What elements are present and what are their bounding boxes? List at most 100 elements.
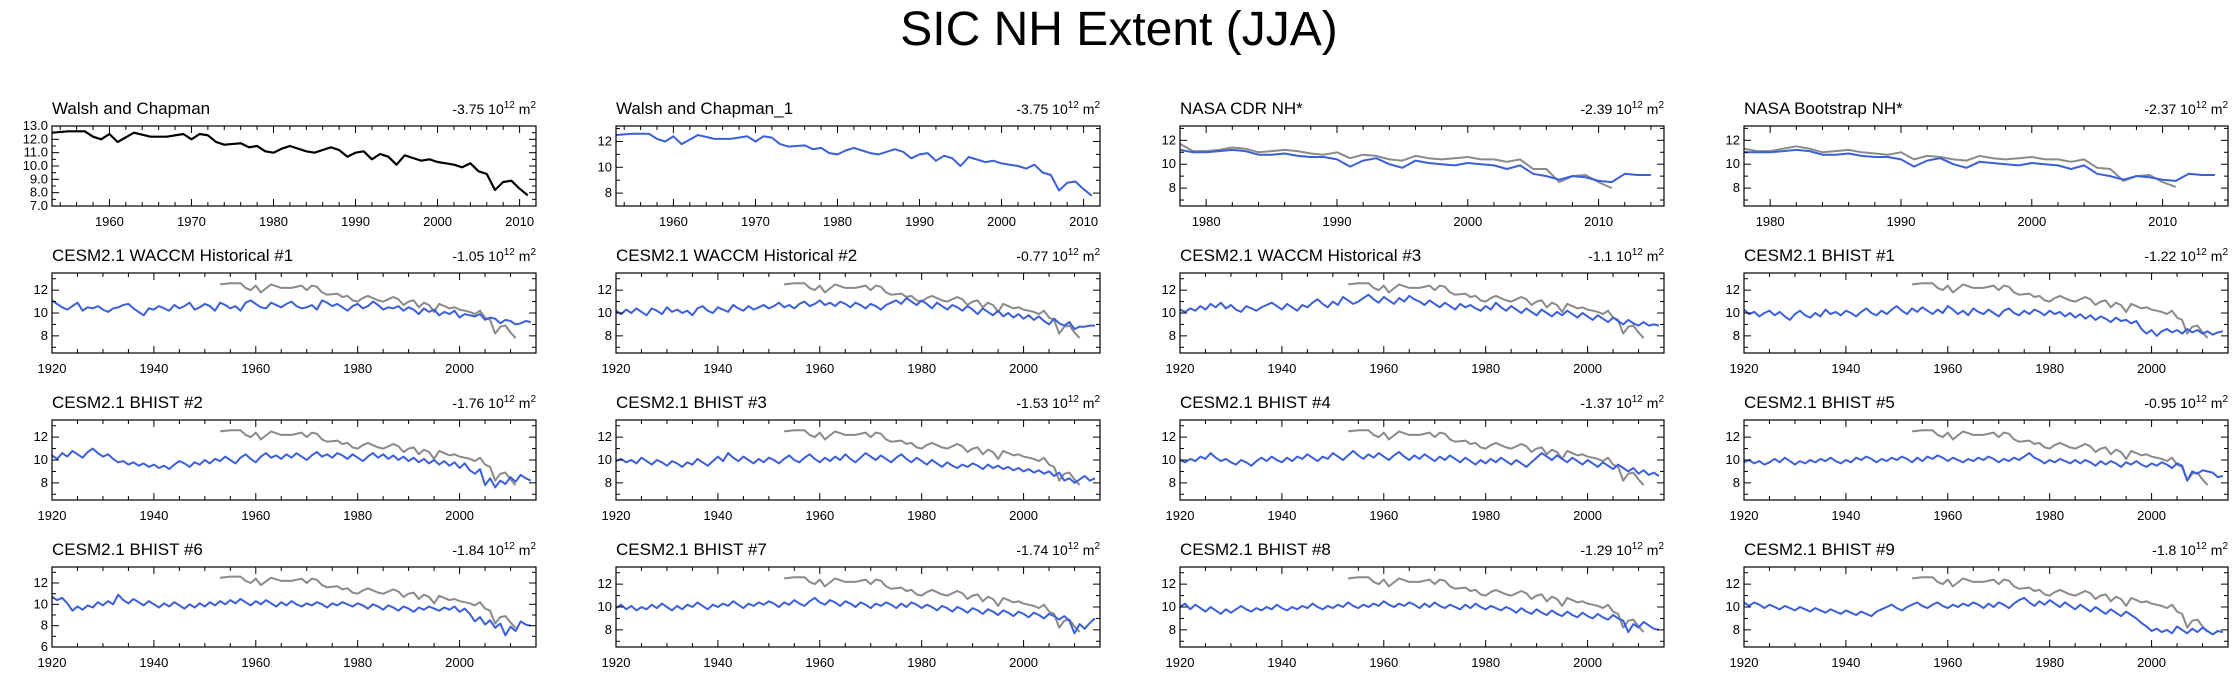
x-tick-label: 1920 bbox=[1166, 361, 1195, 376]
x-tick-label: 1980 bbox=[343, 655, 372, 670]
model-series-line bbox=[1180, 293, 1660, 327]
y-tick-label: 12 bbox=[1162, 282, 1176, 297]
model-series-line bbox=[1180, 600, 1660, 634]
y-tick-label: 8 bbox=[605, 185, 612, 200]
reference-series-line bbox=[1911, 282, 2209, 339]
y-tick-label: 8 bbox=[605, 475, 612, 490]
y-tick-label: 12 bbox=[34, 429, 48, 444]
panel-title: CESM2.1 WACCM Historical #1 bbox=[52, 246, 293, 265]
y-tick-label: 6 bbox=[41, 639, 48, 654]
panel-4: NASA Bootstrap NH* -2.37 1012 m2 1980 1990 2… bbox=[1726, 99, 2229, 229]
y-tick-label: 8 bbox=[605, 622, 612, 637]
x-tick-label: 1920 bbox=[38, 361, 67, 376]
reference-series-line bbox=[1911, 576, 2209, 633]
x-tick-label: 1980 bbox=[2035, 655, 2064, 670]
panel-title: CESM2.1 BHIST #7 bbox=[616, 540, 767, 559]
trend-label: -2.37 1012 m2 bbox=[2144, 100, 2228, 117]
panel-5: CESM2.1 WACCM Historical #1 -1.05 1012 m2… bbox=[34, 246, 537, 376]
y-tick-label: 12.0 bbox=[23, 131, 48, 146]
x-tick-label: 2000 bbox=[2017, 214, 2046, 229]
reference-series-line bbox=[1347, 429, 1645, 486]
x-tick-label: 2000 bbox=[987, 214, 1016, 229]
panel-title: CESM2.1 WACCM Historical #2 bbox=[616, 246, 857, 265]
panel-3: NASA CDR NH* -2.39 1012 m2 1980 1990 2000 201… bbox=[1162, 99, 1665, 229]
trend-label: -1.29 1012 m2 bbox=[1580, 541, 1664, 558]
panel-11: CESM2.1 BHIST #4 -1.37 1012 m2 1920 1940 196… bbox=[1162, 393, 1665, 523]
x-tick-label: 2010 bbox=[1069, 214, 1098, 229]
x-tick-label: 1920 bbox=[38, 508, 67, 523]
x-tick-label: 1960 bbox=[241, 655, 270, 670]
x-tick-label: 1980 bbox=[343, 508, 372, 523]
panel-title: CESM2.1 WACCM Historical #3 bbox=[1180, 246, 1421, 265]
y-tick-label: 8 bbox=[1733, 622, 1740, 637]
trend-label: -3.75 1012 m2 bbox=[1016, 100, 1100, 117]
model-series-line bbox=[616, 132, 1093, 197]
panel-title: NASA CDR NH* bbox=[1180, 99, 1303, 118]
model-series-line bbox=[1744, 596, 2224, 636]
x-tick-label: 1920 bbox=[602, 508, 631, 523]
reference-series-line bbox=[1347, 282, 1645, 339]
y-tick-label: 12 bbox=[598, 576, 612, 591]
reference-series-line bbox=[1911, 429, 2209, 486]
x-tick-label: 1960 bbox=[805, 655, 834, 670]
panel-title: CESM2.1 BHIST #1 bbox=[1744, 246, 1895, 265]
x-tick-label: 1980 bbox=[343, 361, 372, 376]
x-tick-label: 1940 bbox=[703, 361, 732, 376]
x-tick-label: 2000 bbox=[1573, 655, 1602, 670]
y-tick-label: 10 bbox=[1162, 156, 1176, 171]
x-tick-label: 1990 bbox=[1887, 214, 1916, 229]
y-tick-label: 12 bbox=[1726, 282, 1740, 297]
y-tick-label: 10 bbox=[1726, 305, 1740, 320]
y-tick-label: 12 bbox=[1726, 576, 1740, 591]
y-tick-label: 12 bbox=[598, 282, 612, 297]
x-tick-label: 1920 bbox=[1730, 508, 1759, 523]
panel-title: CESM2.1 BHIST #3 bbox=[616, 393, 767, 412]
plot-frame bbox=[1179, 419, 1665, 501]
x-tick-label: 2000 bbox=[445, 655, 474, 670]
y-tick-label: 8 bbox=[1169, 328, 1176, 343]
panel-15: CESM2.1 BHIST #8 -1.29 1012 m2 1920 1940 196… bbox=[1162, 540, 1665, 670]
y-tick-label: 12 bbox=[34, 282, 48, 297]
y-tick-label: 10.0 bbox=[23, 158, 48, 173]
x-tick-label: 1980 bbox=[823, 214, 852, 229]
observed-series-line bbox=[52, 130, 529, 197]
y-tick-label: 8 bbox=[1733, 475, 1740, 490]
panel-title: CESM2.1 BHIST #2 bbox=[52, 393, 203, 412]
panel-9: CESM2.1 BHIST #2 -1.76 1012 m2 1920 1940 196… bbox=[34, 393, 537, 523]
x-tick-label: 2000 bbox=[423, 214, 452, 229]
panel-16: CESM2.1 BHIST #9 -1.8 1012 m2 1920 1940 1960… bbox=[1726, 540, 2229, 670]
x-tick-label: 1940 bbox=[1267, 655, 1296, 670]
trend-label: -1.74 1012 m2 bbox=[1016, 541, 1100, 558]
x-tick-label: 1960 bbox=[805, 361, 834, 376]
y-tick-label: 10 bbox=[598, 599, 612, 614]
x-tick-label: 2010 bbox=[2148, 214, 2177, 229]
x-tick-label: 1940 bbox=[703, 508, 732, 523]
y-tick-label: 12 bbox=[598, 429, 612, 444]
x-tick-label: 1920 bbox=[602, 655, 631, 670]
y-tick-label: 12 bbox=[1726, 429, 1740, 444]
y-tick-label: 7.0 bbox=[30, 198, 48, 213]
panel-12: CESM2.1 BHIST #5 -0.95 1012 m2 1920 1940 196… bbox=[1726, 393, 2229, 523]
y-tick-label: 8 bbox=[1733, 180, 1740, 195]
plot-frame bbox=[615, 125, 1101, 207]
x-tick-label: 2010 bbox=[505, 214, 534, 229]
x-tick-label: 1940 bbox=[1831, 655, 1860, 670]
x-tick-label: 2000 bbox=[1009, 655, 1038, 670]
x-tick-label: 1940 bbox=[1831, 361, 1860, 376]
y-tick-label: 13.0 bbox=[23, 118, 48, 133]
panel-title: Walsh and Chapman bbox=[52, 99, 210, 118]
plot-frame bbox=[615, 566, 1101, 648]
y-tick-label: 10 bbox=[1726, 156, 1740, 171]
x-tick-label: 2000 bbox=[1009, 508, 1038, 523]
reference-series-line bbox=[1347, 576, 1645, 633]
y-tick-label: 8 bbox=[41, 618, 48, 633]
panel-10: CESM2.1 BHIST #3 -1.53 1012 m2 1920 1940 196… bbox=[598, 393, 1101, 523]
x-tick-label: 1990 bbox=[905, 214, 934, 229]
model-series-line bbox=[1180, 449, 1660, 477]
x-tick-label: 2000 bbox=[2137, 655, 2166, 670]
reference-series-line bbox=[219, 575, 517, 629]
trend-label: -1.53 1012 m2 bbox=[1016, 394, 1100, 411]
x-tick-label: 1960 bbox=[1369, 655, 1398, 670]
x-tick-label: 1940 bbox=[703, 655, 732, 670]
reference-series-line bbox=[219, 429, 517, 486]
